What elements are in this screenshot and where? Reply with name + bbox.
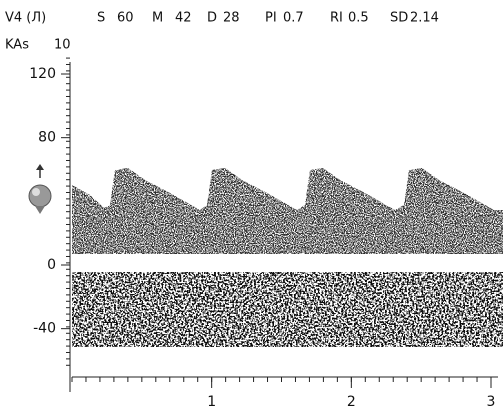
y-tick-label: 0	[47, 257, 56, 273]
header: V4 (Л) KAs 10 S 60 M 42 D 28 PI 0.7 RI 0.5 SD 2.14	[5, 11, 439, 53]
direction-icon	[28, 164, 52, 214]
y-tick-label: -40	[33, 321, 56, 337]
spectrum-forward	[72, 168, 503, 254]
measure-value: 28	[223, 11, 240, 26]
y-tick-label: 80	[38, 130, 56, 146]
measure-name: RI	[330, 11, 343, 26]
measure-value: 0.7	[283, 11, 304, 26]
measure-name: M	[152, 11, 163, 26]
x-tick-label: 1	[207, 394, 216, 410]
measure-value: 60	[117, 11, 134, 26]
gain-value: 10	[54, 38, 71, 53]
gain-name: KAs	[5, 38, 29, 53]
y-tick-label: 120	[29, 66, 56, 82]
measure-name: PI	[265, 11, 277, 26]
x-tick-label: 2	[347, 394, 356, 410]
measure-value: 0.5	[348, 11, 369, 26]
measure-name: SD	[390, 11, 408, 26]
measure-value: 2.14	[410, 11, 439, 26]
measure-name: D	[207, 11, 217, 26]
x-tick-label: 3	[487, 394, 496, 410]
measure-name: S	[97, 11, 105, 26]
spectrum-reverse	[72, 272, 503, 347]
vessel: V4 (Л)	[5, 11, 46, 26]
measure-value: 42	[175, 11, 192, 26]
